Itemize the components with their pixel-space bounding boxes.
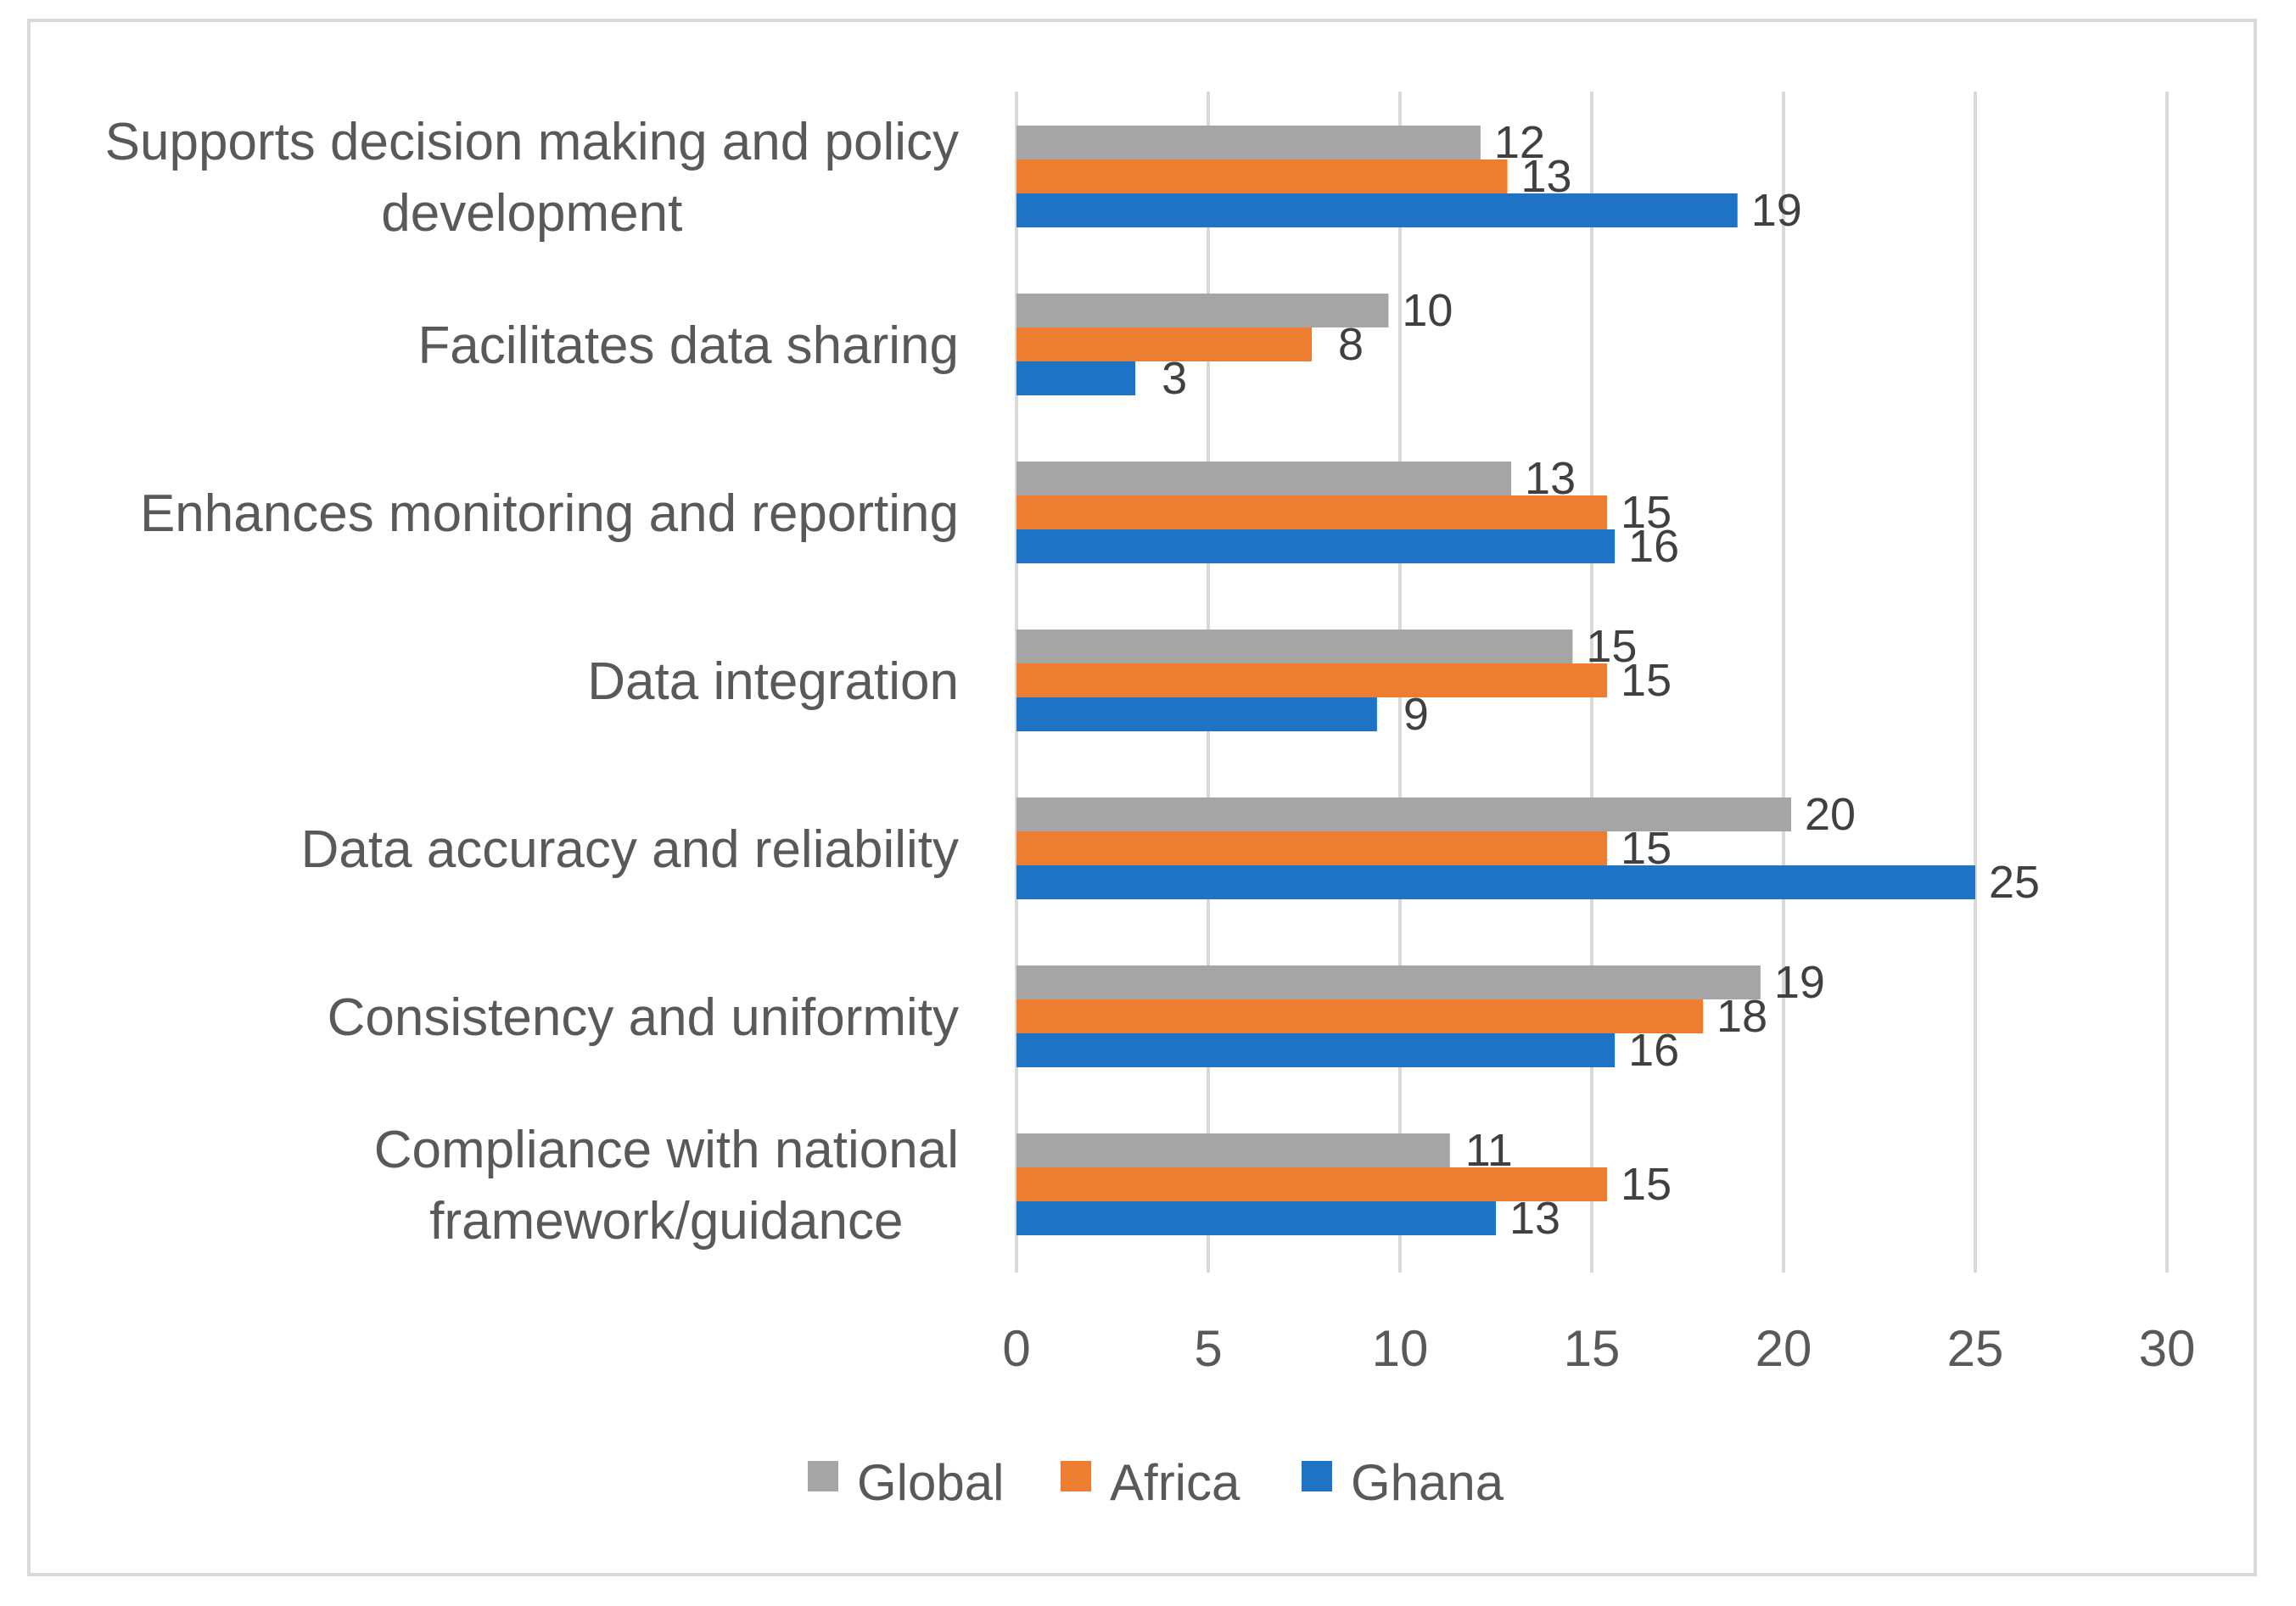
x-tick-labels: 0 5 10 15 20 25 30 (1002, 1320, 2195, 1377)
category-label: Enhances monitoring and reporting (140, 484, 959, 543)
data-label-africa: 15 (1621, 1159, 1672, 1210)
bar-global (1016, 462, 1512, 495)
data-label-africa: 8 (1338, 319, 1364, 370)
data-label-global: 10 (1402, 285, 1453, 336)
bar-africa (1016, 159, 1508, 193)
bar-global (1016, 126, 1481, 159)
legend-label-ghana: Ghana (1351, 1454, 1504, 1511)
data-label-ghana: 3 (1162, 353, 1187, 404)
bar-africa (1016, 495, 1608, 529)
bar-ghana (1016, 529, 1616, 563)
category-label: Compliance with national framework/guidan… (374, 1121, 959, 1251)
bar-africa (1016, 1167, 1608, 1201)
bar-africa (1016, 663, 1608, 697)
bar-ghana (1016, 361, 1136, 395)
legend-label-africa: Africa (1110, 1454, 1240, 1511)
x-tick-label: 30 (2139, 1320, 2196, 1377)
bar-ghana (1016, 1201, 1496, 1235)
bar-ghana (1016, 865, 1975, 899)
bar-africa (1016, 327, 1313, 361)
bar-global (1016, 630, 1573, 663)
bar-global (1016, 965, 1761, 999)
legend-swatch-global (808, 1461, 838, 1491)
category-label: Data integration (587, 652, 959, 711)
category-label: Facilitates data sharing (417, 316, 959, 375)
category-label: Consistency and uniformity (328, 988, 959, 1047)
data-label-ghana: 19 (1751, 185, 1802, 236)
data-label-ghana: 9 (1403, 689, 1429, 740)
category-label: Data accuracy and reliability (301, 820, 959, 879)
bar-ghana (1016, 193, 1738, 227)
x-tick-label: 25 (1947, 1320, 2004, 1377)
data-label-global: 20 (1805, 789, 1856, 840)
bar-ghana (1016, 697, 1377, 731)
category-labels: Supports decision making and policy devel… (105, 113, 959, 1251)
bar-africa (1016, 831, 1608, 865)
category-label: Supports decision making and policy devel… (105, 113, 959, 243)
data-label-africa: 15 (1621, 655, 1672, 706)
gridlines (1015, 92, 2169, 1273)
bar-global (1016, 1133, 1450, 1167)
x-tick-label: 5 (1194, 1320, 1222, 1377)
data-label-ghana: 16 (1628, 521, 1679, 572)
data-label-ghana: 13 (1509, 1193, 1560, 1244)
bar-africa (1016, 999, 1704, 1033)
legend: Global Africa Ghana (808, 1454, 1504, 1511)
legend-label-global: Global (857, 1454, 1004, 1511)
data-label-ghana: 25 (1989, 857, 2040, 908)
x-tick-label: 20 (1756, 1320, 1812, 1377)
data-label-global: 19 (1774, 957, 1825, 1008)
legend-swatch-ghana (1302, 1461, 1332, 1491)
legend-swatch-africa (1061, 1461, 1091, 1491)
data-label-africa: 15 (1621, 487, 1672, 538)
data-label-africa: 18 (1716, 991, 1767, 1042)
x-tick-label: 15 (1564, 1320, 1621, 1377)
bar-global (1016, 294, 1389, 327)
x-tick-label: 0 (1002, 1320, 1030, 1377)
data-label-ghana: 16 (1628, 1025, 1679, 1076)
x-tick-label: 10 (1372, 1320, 1429, 1377)
bar-ghana (1016, 1033, 1616, 1067)
bar-global (1016, 797, 1792, 831)
